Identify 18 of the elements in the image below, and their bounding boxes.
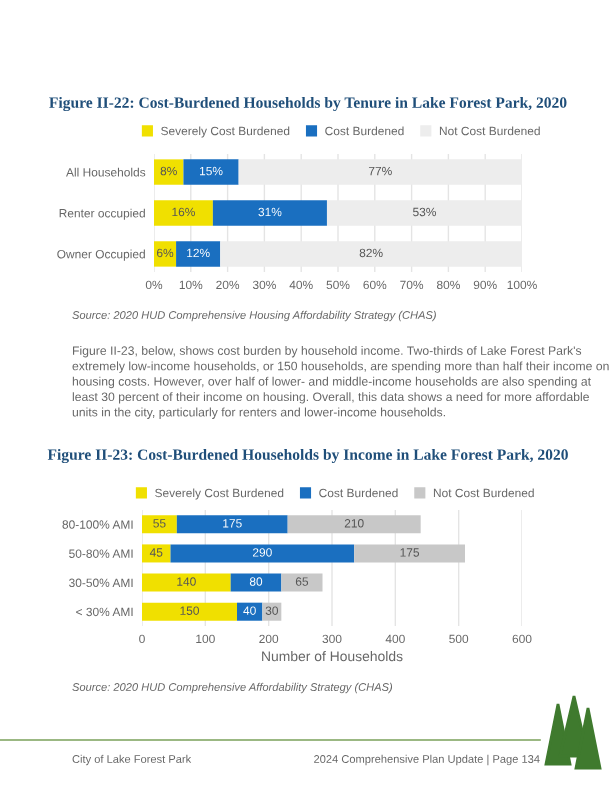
- bar: [154, 200, 213, 226]
- bar: [354, 544, 465, 563]
- bar: [230, 573, 282, 592]
- bar: [142, 573, 231, 592]
- bar: [170, 544, 355, 563]
- bar: [183, 159, 239, 185]
- bar: [142, 544, 171, 563]
- bar: [287, 515, 421, 534]
- bar: [212, 200, 327, 226]
- bar: [142, 515, 177, 534]
- bar: [281, 573, 323, 592]
- bar: [237, 602, 263, 621]
- bar: [262, 602, 282, 621]
- bar: [154, 241, 177, 267]
- bar: [142, 602, 237, 621]
- bar: [176, 515, 288, 534]
- bar: [176, 241, 221, 267]
- bar: [154, 159, 184, 185]
